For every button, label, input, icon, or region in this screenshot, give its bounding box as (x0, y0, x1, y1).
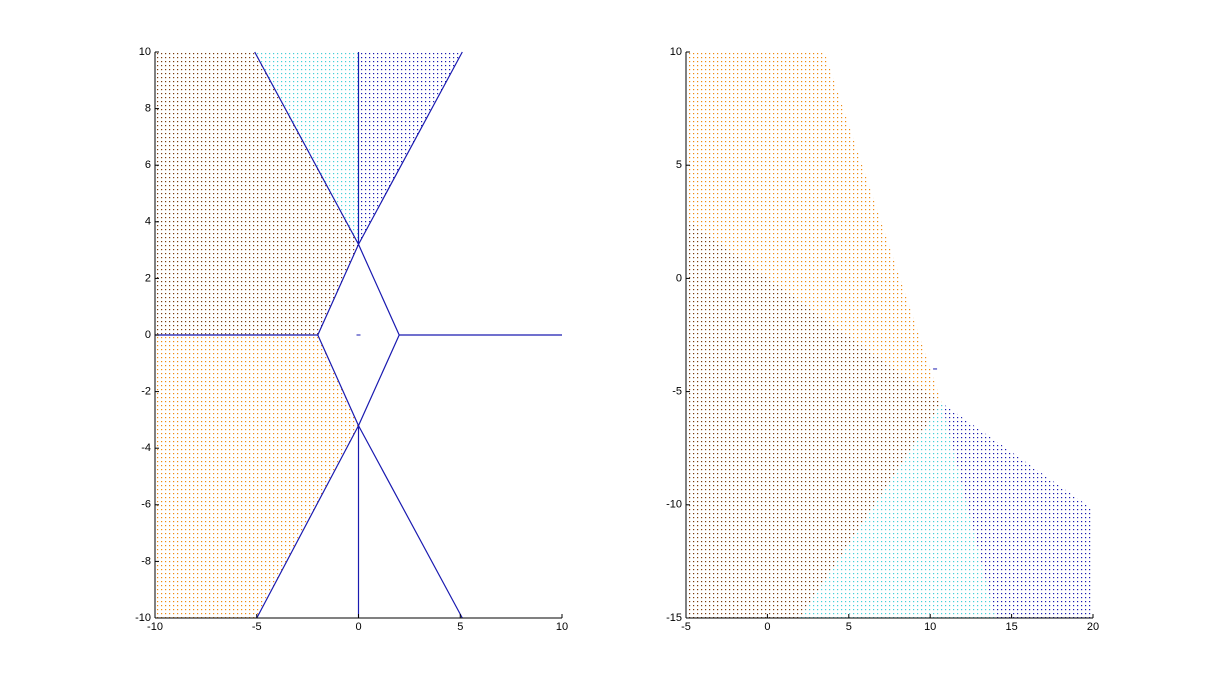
dot-region (941, 402, 1093, 618)
x-tick-label: 10 (556, 621, 568, 633)
y-tick-label: 2 (145, 272, 151, 284)
y-tick-label: 0 (676, 272, 682, 284)
y-tick-label: 5 (676, 159, 682, 171)
boundary-line (155, 51, 562, 619)
x-tick-label: -10 (147, 621, 163, 633)
x-tick-label: 0 (764, 621, 770, 633)
y-tick-label: 10 (670, 46, 682, 58)
y-tick-label: -10 (135, 612, 151, 624)
x-tick-label: 0 (355, 621, 361, 633)
x-tick-label: -5 (252, 621, 262, 633)
x-tick-label: -5 (681, 621, 691, 633)
dot-region (155, 335, 359, 618)
y-tick-label: 6 (145, 159, 151, 171)
dot-region (686, 52, 942, 403)
y-tick-label: -2 (141, 386, 151, 398)
y-tick-label: -10 (666, 499, 682, 511)
x-tick-label: 10 (924, 621, 936, 633)
y-tick-label: -8 (141, 555, 151, 567)
dot-region (155, 52, 359, 335)
x-tick-label: 20 (1087, 621, 1099, 633)
y-tick-label: 0 (145, 329, 151, 341)
dot-region (686, 219, 942, 618)
y-tick-label: -4 (141, 442, 151, 454)
x-tick-label: 5 (846, 621, 852, 633)
x-tick-label: 5 (457, 621, 463, 633)
x-tick-label: 15 (1005, 621, 1017, 633)
dot-region (800, 402, 996, 618)
y-tick-label: 8 (145, 103, 151, 115)
y-tick-label: -15 (666, 612, 682, 624)
y-tick-label: 10 (139, 46, 151, 58)
y-tick-label: -6 (141, 499, 151, 511)
y-tick-label: 4 (145, 216, 151, 228)
y-tick-label: -5 (672, 386, 682, 398)
